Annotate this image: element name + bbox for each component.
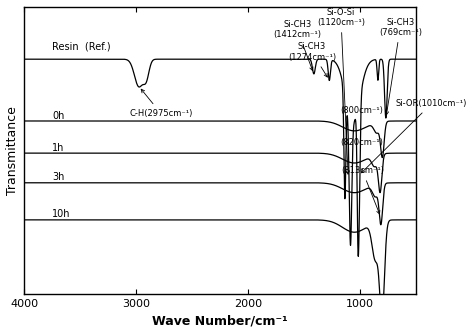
Text: Resin  (Ref.): Resin (Ref.): [52, 42, 111, 52]
Text: Si-OR(1010cm⁻¹): Si-OR(1010cm⁻¹): [362, 99, 467, 173]
Text: 1h: 1h: [52, 143, 64, 153]
Text: Si-CH3
(1274cm⁻¹): Si-CH3 (1274cm⁻¹): [288, 42, 336, 77]
Text: C-H(2975cm⁻¹): C-H(2975cm⁻¹): [129, 89, 192, 118]
Text: (803cm⁻¹): (803cm⁻¹): [0, 332, 1, 333]
Text: Si-O-Si
(1120cm⁻¹): Si-O-Si (1120cm⁻¹): [317, 8, 365, 174]
Text: (800cm⁻¹): (800cm⁻¹): [340, 106, 383, 115]
X-axis label: Wave Number/cm⁻¹: Wave Number/cm⁻¹: [152, 314, 288, 327]
Text: Si-CH3
(769cm⁻¹): Si-CH3 (769cm⁻¹): [379, 18, 422, 115]
Text: 10h: 10h: [52, 209, 71, 219]
Text: 0h: 0h: [52, 111, 64, 121]
Text: (820cm⁻¹): (820cm⁻¹): [340, 138, 383, 147]
Text: Si-CH3
(1412cm⁻¹): Si-CH3 (1412cm⁻¹): [273, 20, 321, 71]
Text: 3h: 3h: [52, 172, 64, 182]
Y-axis label: Transmittance: Transmittance: [6, 106, 18, 195]
Text: (813cm⁻¹): (813cm⁻¹): [341, 166, 384, 214]
